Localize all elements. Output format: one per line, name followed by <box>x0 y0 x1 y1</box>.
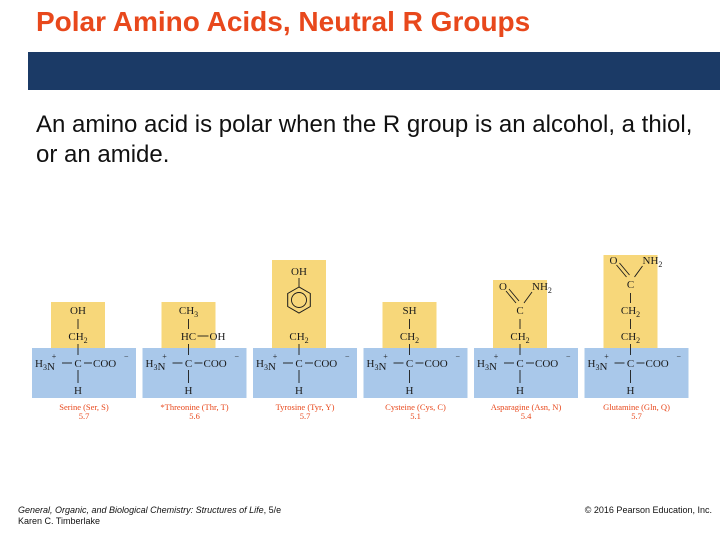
alpha-hydrogen-1: H <box>185 385 193 397</box>
alpha-carbon-5: C <box>627 358 634 370</box>
footer-copyright: © 2016 Pearson Education, Inc. <box>584 505 712 515</box>
r-group-atom-5-1: CH2 <box>621 305 640 319</box>
amine-group-1: H3N <box>146 358 166 373</box>
amino-acid-pi-5: 5.7 <box>631 411 642 421</box>
amide-nitrogen-5: NH2 <box>643 255 663 269</box>
footer-author: Karen C. Timberlake <box>18 516 101 526</box>
alpha-hydrogen-5: H <box>627 385 635 397</box>
amide-oxygen-5: O <box>610 255 618 267</box>
amino-acid-name-1: *Threonine (Thr, T) <box>160 402 228 412</box>
r-group-atom-2-2: OH <box>291 266 307 278</box>
carboxyl-charge-0: − <box>124 352 129 361</box>
amino-acid-name-5: Glutamine (Gln, Q) <box>603 402 670 412</box>
amine-group-3: H3N <box>367 358 387 373</box>
amino-acid-name-4: Asparagine (Asn, N) <box>491 402 562 412</box>
alpha-carbon-1: C <box>185 358 192 370</box>
amine-charge-5: + <box>604 352 609 361</box>
r-group-atom-0-1: OH <box>70 305 86 317</box>
backbone-box-5 <box>584 348 689 398</box>
alpha-carbon-3: C <box>406 358 413 370</box>
carboxyl-group-1: COO <box>204 358 227 370</box>
title-band <box>28 52 720 90</box>
amino-acid-pi-1: 5.6 <box>189 411 200 421</box>
r-group-atom-4-0: CH2 <box>510 331 529 345</box>
amino-acid-name-2: Tyrosine (Tyr, Y) <box>276 402 335 412</box>
alpha-hydrogen-2: H <box>295 385 303 397</box>
amine-charge-3: + <box>383 352 388 361</box>
amine-group-5: H3N <box>588 358 608 373</box>
backbone-box-0 <box>32 348 136 398</box>
alpha-carbon-4: C <box>516 358 523 370</box>
r-group-hydroxyl-1: OH <box>210 331 226 343</box>
r-group-atom-5-0: CH2 <box>621 331 640 345</box>
alpha-carbon-0: C <box>74 358 81 370</box>
amino-acid-name-0: Serine (Ser, S) <box>59 402 109 412</box>
amine-charge-1: + <box>162 352 167 361</box>
carboxyl-group-2: COO <box>314 358 337 370</box>
amino-acid-pi-4: 5.4 <box>521 411 532 421</box>
benzene-ring-circle-2 <box>291 292 307 308</box>
amide-carbon-5: C <box>627 279 634 291</box>
carboxyl-charge-4: − <box>566 352 571 361</box>
amine-group-4: H3N <box>477 358 497 373</box>
carboxyl-charge-3: − <box>456 352 461 361</box>
amine-charge-2: + <box>273 352 278 361</box>
carboxyl-charge-5: − <box>677 352 682 361</box>
amino-acid-pi-0: 5.7 <box>79 411 90 421</box>
amine-group-2: H3N <box>256 358 276 373</box>
backbone-box-3 <box>363 348 468 398</box>
alpha-hydrogen-3: H <box>406 385 414 397</box>
r-group-atom-3-1: SH <box>402 305 416 317</box>
carboxyl-charge-2: − <box>345 352 350 361</box>
amine-charge-4: + <box>494 352 499 361</box>
backbone-box-4 <box>474 348 578 398</box>
alpha-hydrogen-4: H <box>516 385 524 397</box>
alpha-hydrogen-0: H <box>74 385 82 397</box>
amide-oxygen-4: O <box>499 281 507 293</box>
carboxyl-group-0: COO <box>93 358 116 370</box>
benzene-ring-2 <box>287 286 311 314</box>
backbone-box-1 <box>142 348 247 398</box>
carboxyl-group-4: COO <box>535 358 558 370</box>
carboxyl-group-5: COO <box>646 358 669 370</box>
footer-book-title: General, Organic, and Biological Chemist… <box>18 505 264 515</box>
amino-acid-pi-2: 5.7 <box>300 411 311 421</box>
amino-acid-name-3: Cysteine (Cys, C) <box>385 402 446 412</box>
r-group-atom-3-0: CH2 <box>400 331 419 345</box>
amide-carbon-4: C <box>516 305 523 317</box>
amino-acid-figure: H3N + C COO − H CH2 OH Serine (Ser, S) 5.7 H3N + C CO… <box>30 255 695 430</box>
r-group-box-2 <box>272 260 326 348</box>
slide-body-text: An amino acid is polar when the R group … <box>36 111 693 168</box>
r-group-atom-1-0: HC <box>181 331 196 343</box>
amine-group-0: H3N <box>35 358 55 373</box>
amine-charge-0: + <box>52 352 57 361</box>
carboxyl-group-3: COO <box>425 358 448 370</box>
r-group-atom-2-0: CH2 <box>289 331 308 345</box>
footer-citation: General, Organic, and Biological Chemist… <box>18 505 281 527</box>
amide-nitrogen-4: NH2 <box>532 281 552 295</box>
r-group-atom-1-1: CH3 <box>179 305 198 319</box>
slide-title: Polar Amino Acids, Neutral R Groups <box>36 6 531 37</box>
r-group-box-4 <box>493 280 547 348</box>
r-group-atom-0-0: CH2 <box>68 331 87 345</box>
backbone-box-2 <box>253 348 357 398</box>
footer-edition: , 5/e <box>263 505 282 515</box>
alpha-carbon-2: C <box>295 358 302 370</box>
carboxyl-charge-1: − <box>235 352 240 361</box>
amino-acid-pi-3: 5.1 <box>410 411 421 421</box>
